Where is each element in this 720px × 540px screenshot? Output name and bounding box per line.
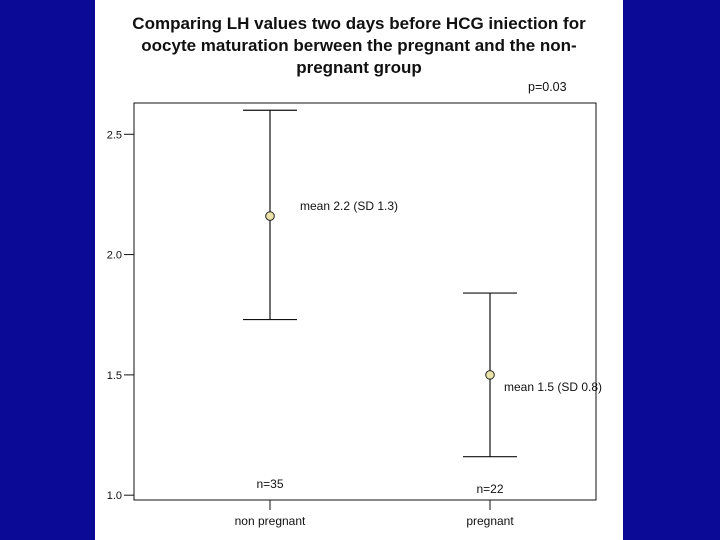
sample-size-label: n=35 [256,477,283,491]
error-bars: mean 2.2 (SD 1.3) n=35 mean 1.5 (SD 0.8) n=… [243,109,602,496]
y-tick-label: 1.0 [107,490,122,502]
chart-title-line-1: Comparing LH values two days before HCG … [132,14,586,33]
mean-label: mean 2.2 (SD 1.3) [300,199,398,213]
x-tick-label: non pregnant [235,514,306,528]
sample-size-label: n=22 [476,482,503,496]
error-bar-chart: 1.0 1.5 2.0 2.5 non pregnant pregnant mean 2.… [107,102,602,528]
x-tick-label: pregnant [466,514,514,528]
mean-point [485,370,495,380]
mean-point [265,211,275,221]
chart-title-line-3: pregnant group [296,58,422,77]
p-value-annotation: p=0.03 [528,80,567,94]
plot-area-frame [133,102,597,501]
y-tick-label: 2.0 [107,250,122,262]
axes: 1.0 1.5 2.0 2.5 non pregnant pregnant [107,129,515,528]
chart-title-line-2: oocyte maturation berween the pregnant a… [141,36,577,55]
y-tick-label: 2.5 [107,129,122,141]
mean-label: mean 1.5 (SD 0.8) [504,380,602,394]
y-tick-label: 1.5 [107,370,122,382]
slide: Comparing LH values two days before HCG … [95,0,623,540]
